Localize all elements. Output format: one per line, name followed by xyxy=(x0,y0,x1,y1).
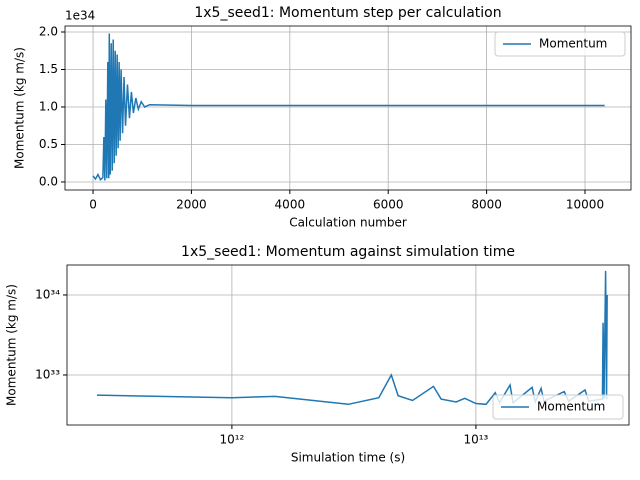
y-tick-label: 2.0 xyxy=(39,24,58,38)
x-tick-label: 2000 xyxy=(176,198,207,212)
legend-box xyxy=(492,394,624,420)
y-axis-label: Momentum (kg m/s) xyxy=(13,47,27,169)
y-tick-label: 1.0 xyxy=(39,99,58,113)
y-tick-label: 10³⁴ xyxy=(35,287,60,301)
data-line xyxy=(92,33,605,181)
chart-title: 1x5_seed1: Momentum step per calculation xyxy=(194,5,501,21)
legend-label: Momentum xyxy=(539,37,607,51)
y-tick-label: 0.0 xyxy=(39,174,58,188)
x-tick-label: 10¹³ xyxy=(463,433,488,447)
x-tick-label: 6000 xyxy=(373,198,404,212)
x-tick-label: 4000 xyxy=(275,198,306,212)
plot-frame xyxy=(64,25,632,191)
x-axis-label: Calculation number xyxy=(289,216,407,230)
x-tick-label: 10¹² xyxy=(219,433,244,447)
x-tick-label: 10000 xyxy=(566,198,604,212)
y-tick-label: 10³³ xyxy=(35,367,60,381)
x-tick-label: 0 xyxy=(89,198,97,212)
legend-box xyxy=(494,31,626,57)
x-tick-label: 8000 xyxy=(471,198,502,212)
y-tick-label: 1.5 xyxy=(39,62,58,76)
data-line xyxy=(96,270,608,406)
y-offset-label: 1e34 xyxy=(65,9,95,23)
plot-frame xyxy=(66,264,630,426)
y-axis-label: Momentum (kg m/s) xyxy=(5,284,19,406)
chart-title: 1x5_seed1: Momentum against simulation t… xyxy=(181,244,515,260)
x-axis-label: Simulation time (s) xyxy=(291,451,405,465)
legend-label: Momentum xyxy=(537,400,605,414)
y-tick-label: 0.5 xyxy=(39,137,58,151)
